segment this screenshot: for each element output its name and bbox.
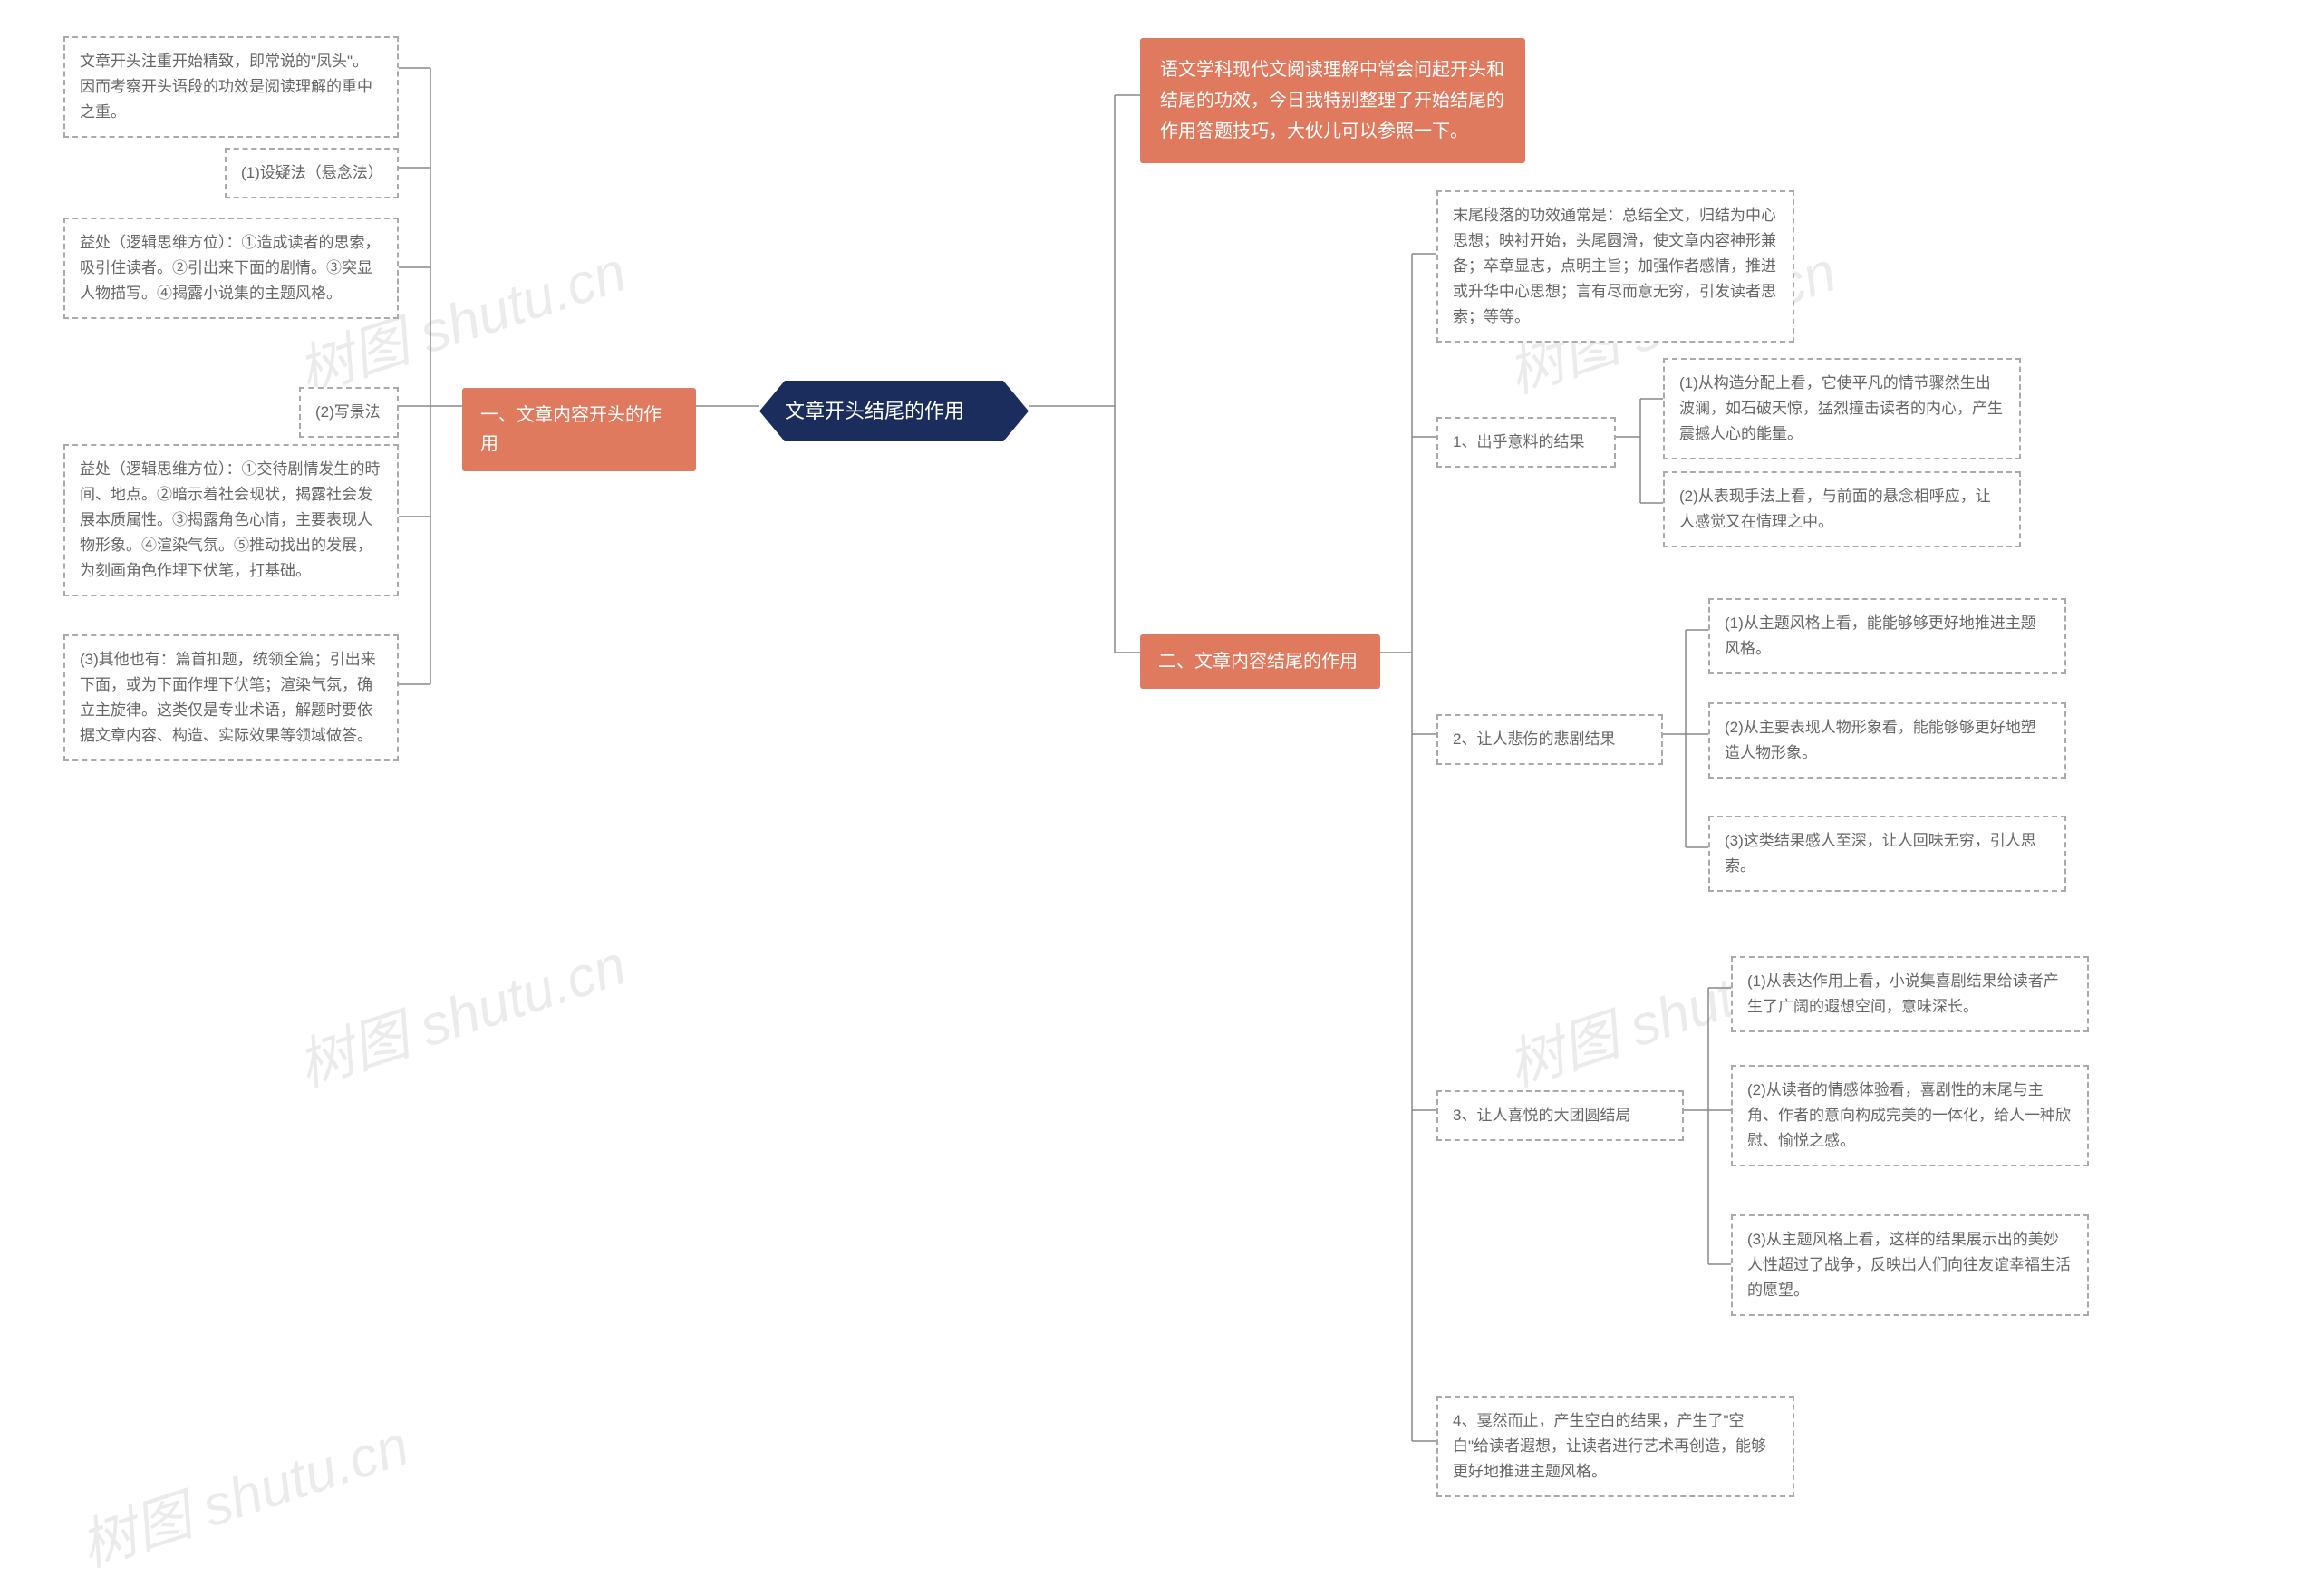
right-sub2-item2: (3)这类结果感人至深，让人回味无穷，引人思索。	[1708, 816, 2066, 892]
leaf-text: (2)从表现手法上看，与前面的悬念相呼应，让人感觉又在情理之中。	[1679, 488, 1991, 530]
root-node: 文章开头结尾的作用	[759, 381, 1029, 441]
leaf-text: 4、戛然而止，产生空白的结果，产生了"空白"给读者遐想，让读者进行艺术再创造，能…	[1453, 1412, 1766, 1480]
right-sub2-item0: (1)从主题风格上看，能能够够更好地推进主题风格。	[1708, 598, 2066, 674]
leaf-text: 末尾段落的功效通常是：总结全文，归结为中心思想；映衬开始，头尾圆滑，使文章内容神…	[1453, 207, 1776, 325]
right-sub3-item0: (1)从表达作用上看，小说集喜剧结果给读者产生了广阔的遐想空间，意味深长。	[1731, 956, 2089, 1032]
right-branch-title: 二、文章内容结尾的作用	[1158, 652, 1358, 672]
intro-box: 语文学科现代文阅读理解中常会问起开头和结尾的功效，今日我特别整理了开始结尾的作用…	[1140, 38, 1525, 163]
leaf-text: (1)从表达作用上看，小说集喜剧结果给读者产生了广阔的遐想空间，意味深长。	[1747, 972, 2059, 1015]
right-sub1-item0: (1)从构造分配上看，它使平凡的情节骤然生出波澜，如石破天惊，猛烈撞击读者的内心…	[1663, 358, 2021, 459]
right-sub1-item1: (2)从表现手法上看，与前面的悬念相呼应，让人感觉又在情理之中。	[1663, 471, 2021, 547]
leaf-text: (3)其他也有：篇首扣题，统领全篇；引出来下面，或为下面作埋下伏笔；渲染气氛，确…	[80, 651, 376, 744]
right-sub1: 1、出乎意料的结果	[1436, 417, 1616, 468]
right-sub2: 2、让人悲伤的悲剧结果	[1436, 714, 1663, 765]
root-title: 文章开头结尾的作用	[785, 400, 964, 422]
right-sub3-item1: (2)从读者的情感体验看，喜剧性的末尾与主角、作者的意向构成完美的一体化，给人一…	[1731, 1065, 2089, 1166]
leaf-text: (3)从主题风格上看，这样的结果展示出的美妙人性超过了战争，反映出人们向往友谊幸…	[1747, 1231, 2071, 1299]
leaf-text: 2、让人悲伤的悲剧结果	[1453, 730, 1615, 748]
right-sub3: 3、让人喜悦的大团圆结局	[1436, 1090, 1684, 1141]
left-leaf-1: (1)设疑法（悬念法）	[225, 148, 399, 198]
leaf-text: 益处（逻辑思维方位）：①交待剧情发生的時间、地点。②暗示着社会现状，揭露社会发展…	[80, 460, 381, 579]
intro-text: 语文学科现代文阅读理解中常会问起开头和结尾的功效，今日我特别整理了开始结尾的作用…	[1160, 60, 1504, 141]
right-sub3-item2: (3)从主题风格上看，这样的结果展示出的美妙人性超过了战争，反映出人们向往友谊幸…	[1731, 1214, 2089, 1316]
leaf-text: (2)从主要表现人物形象看，能能够够更好地塑造人物形象。	[1725, 719, 2036, 761]
leaf-text: 益处（逻辑思维方位）：①造成读者的思索，吸引住读者。②引出来下面的剧情。③突显人…	[80, 234, 381, 302]
right-branch: 二、文章内容结尾的作用	[1140, 634, 1380, 689]
leaf-text: 文章开头注重开始精致，即常说的"凤头"。因而考察开头语段的功效是阅读理解的重中之…	[80, 53, 372, 121]
right-sub4: 4、戛然而止，产生空白的结果，产生了"空白"给读者遐想，让读者进行艺术再创造，能…	[1436, 1396, 1794, 1497]
left-branch: 一、文章内容开头的作用	[462, 388, 696, 471]
left-branch-title: 一、文章内容开头的作用	[480, 405, 662, 454]
left-leaf-0: 文章开头注重开始精致，即常说的"凤头"。因而考察开头语段的功效是阅读理解的重中之…	[63, 36, 399, 138]
watermark: 树图 shutu.cn	[68, 1399, 417, 1582]
left-leaf-5: (3)其他也有：篇首扣题，统领全篇；引出来下面，或为下面作埋下伏笔；渲染气氛，确…	[63, 634, 399, 761]
right-sub2-item1: (2)从主要表现人物形象看，能能够够更好地塑造人物形象。	[1708, 702, 2066, 779]
left-leaf-2: 益处（逻辑思维方位）：①造成读者的思索，吸引住读者。②引出来下面的剧情。③突显人…	[63, 218, 399, 319]
left-leaf-3: (2)写景法	[299, 387, 399, 438]
leaf-text: (3)这类结果感人至深，让人回味无穷，引人思索。	[1725, 832, 2036, 875]
leaf-text: (1)设疑法（悬念法）	[241, 164, 383, 181]
leaf-text: (1)从主题风格上看，能能够够更好地推进主题风格。	[1725, 614, 2036, 657]
leaf-text: 1、出乎意料的结果	[1453, 433, 1584, 450]
left-leaf-4: 益处（逻辑思维方位）：①交待剧情发生的時间、地点。②暗示着社会现状，揭露社会发展…	[63, 444, 399, 596]
leaf-text: (2)从读者的情感体验看，喜剧性的末尾与主角、作者的意向构成完美的一体化，给人一…	[1747, 1081, 2071, 1149]
leaf-text: (1)从构造分配上看，它使平凡的情节骤然生出波澜，如石破天惊，猛烈撞击读者的内心…	[1679, 374, 2003, 442]
watermark: 树图 shutu.cn	[285, 919, 634, 1102]
right-overview: 末尾段落的功效通常是：总结全文，归结为中心思想；映衬开始，头尾圆滑，使文章内容神…	[1436, 190, 1794, 343]
leaf-text: (2)写景法	[315, 403, 381, 421]
leaf-text: 3、让人喜悦的大团圆结局	[1453, 1107, 1630, 1124]
